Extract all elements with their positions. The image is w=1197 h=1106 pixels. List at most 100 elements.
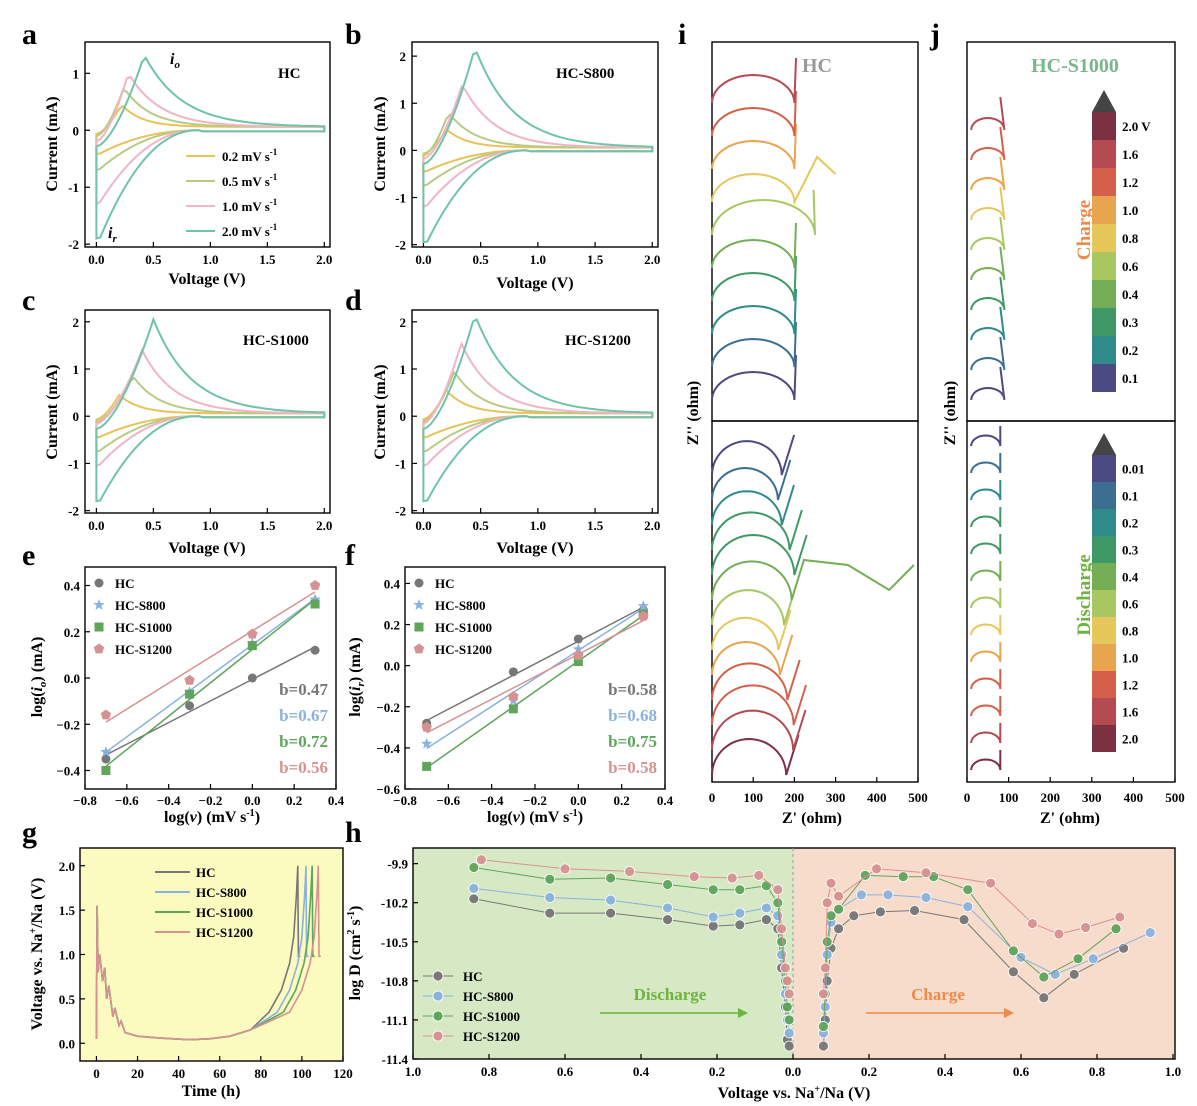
- b-value-f-0: b=0.58: [608, 680, 657, 699]
- legend-label-f-2: HC-S1000: [435, 620, 492, 635]
- legend-a-label-2: 1.0 mV s-1: [222, 197, 278, 214]
- ytick-label-c-4: 2: [73, 315, 80, 330]
- ytick-label-c-3: 1: [73, 362, 80, 377]
- h-point-1-6: [761, 902, 772, 914]
- xtick-label-g-1: 20: [131, 1066, 144, 1081]
- point-f-2-0: [422, 761, 432, 771]
- legend-label-f-1: HC-S800: [435, 598, 486, 613]
- h-point-0-12: [818, 1040, 829, 1052]
- legend-label-e-3: HC-S1200: [115, 642, 172, 657]
- h-point-0-21: [1008, 966, 1019, 978]
- xtick-label-a-2: 1.0: [202, 252, 218, 267]
- h-point-3-16: [871, 863, 882, 875]
- h-point-2-8: [776, 936, 787, 948]
- point-e-0-0: [101, 754, 111, 764]
- panel-letter-i: i: [678, 18, 686, 51]
- xtick-label-h-9: 0.8: [1089, 1064, 1106, 1079]
- colorbar-discharge-title: Discharge: [1074, 554, 1095, 635]
- ytick-label-h-5: -11.4: [382, 1052, 409, 1067]
- h-point-2-2: [605, 872, 616, 884]
- legend-label-h-0: HC: [463, 969, 483, 984]
- legend-marker-f-1: [413, 599, 425, 610]
- fit-line-f-2: [426, 614, 644, 769]
- cv-curve-c-1: [95, 376, 326, 453]
- colorbar-discharge-label-6: 0.8: [1122, 624, 1139, 639]
- legend-marker-e-1: [93, 599, 105, 610]
- nyquist-i-discharge-2: [711, 684, 807, 726]
- xtick-label-c-3: 1.5: [259, 518, 276, 533]
- colorbar-discharge-cell-1: [1092, 482, 1116, 509]
- ylabel-j: Z'' (ohm): [942, 381, 959, 445]
- ytick-label-h-4: -11.1: [382, 1013, 408, 1028]
- xtick-label-e-1: −0.6: [115, 793, 139, 808]
- title-a: HC: [278, 66, 301, 82]
- xtick-label-d-0: 0.0: [415, 518, 431, 533]
- legend-label-g-1: HC-S800: [196, 885, 247, 900]
- point-e-2-3: [310, 599, 320, 609]
- xtick-label-g-3: 60: [213, 1066, 226, 1081]
- cv-curve-c-3: [95, 316, 326, 503]
- nyquist-j-discharge-12: [970, 426, 1002, 447]
- h-point-1-8: [776, 949, 787, 961]
- point-f-2-1: [508, 704, 518, 714]
- xtick-label-c-4: 2.0: [316, 518, 332, 533]
- legend-label-e-2: HC-S1000: [115, 620, 172, 635]
- h-point-1-4: [707, 911, 719, 923]
- h-point-3-6: [772, 884, 784, 896]
- ytick-label-f-2: −0.2: [376, 700, 400, 715]
- colorbar-charge-cell-9: [1092, 364, 1116, 392]
- h-point-0-1: [544, 907, 556, 919]
- ylabel-a: Current (mA): [44, 96, 61, 191]
- colorbar-discharge-cell-7: [1092, 644, 1116, 671]
- colorbar-discharge-cell-6: [1092, 617, 1116, 644]
- b-value-e-2: b=0.72: [279, 732, 328, 751]
- colorbar-charge-arrow: [1092, 90, 1116, 112]
- ytick-label-d-4: 2: [400, 315, 407, 330]
- h-point-3-1: [559, 863, 571, 875]
- xtick-label-g-6: 120: [333, 1066, 353, 1081]
- legend-label-g-2: HC-S1000: [196, 905, 253, 920]
- h-point-2-5: [734, 884, 746, 896]
- nyquist-j-discharge-4: [970, 642, 1002, 663]
- h-point-0-23: [1068, 968, 1080, 980]
- nyquist-j-charge-4: [970, 246, 1006, 281]
- h-point-3-19: [1027, 918, 1038, 929]
- ytick-label-g-3: 1.5: [59, 903, 76, 918]
- h-point-1-18: [882, 889, 894, 901]
- xlabel-e: log(v) (mV s-1): [164, 808, 260, 826]
- colorbar-discharge-cell-10: [1092, 725, 1116, 752]
- h-point-3-18: [985, 877, 996, 889]
- ytick-label-d-1: -1: [395, 456, 406, 471]
- h-discharge-label: Discharge: [634, 985, 707, 1004]
- xtick-label-b-2: 1.0: [530, 252, 546, 267]
- ytick-label-g-0: 0.0: [59, 1036, 75, 1051]
- colorbar-discharge-cell-5: [1092, 590, 1116, 617]
- b-value-e-0: b=0.47: [279, 680, 328, 699]
- xtick-label-i-1: 100: [743, 790, 763, 805]
- h-point-2-10: [781, 1001, 793, 1013]
- point-e-3-0: [100, 709, 112, 720]
- colorbar-discharge-cell-0: [1092, 455, 1116, 482]
- xlabel-a: Voltage (V): [168, 271, 245, 288]
- h-point-3-14: [825, 877, 837, 889]
- xtick-label-i-3: 300: [826, 790, 846, 805]
- fit-line-e-2: [105, 598, 316, 767]
- h-point-3-17: [920, 867, 932, 879]
- colorbar-charge-cell-0: [1092, 112, 1116, 140]
- nyquist-i-charge-9: [711, 57, 797, 104]
- ytick-label-h-1: -10.2: [381, 896, 408, 911]
- nyquist-i-charge-0: [711, 354, 797, 401]
- axes-h: [412, 847, 1176, 1060]
- h-charge-arrowhead: [1004, 1008, 1014, 1018]
- plot-marks: 0.0 0.5 1.0 1.5 2.0 -2 -1 0 1 0.0 0.5 1.0 1.5 2.0 -2 -1…: [56, 49, 1184, 1081]
- h-point-0-4: [707, 920, 719, 932]
- xtick-label-c-2: 1.0: [202, 518, 218, 533]
- h-point-0-0: [468, 893, 480, 905]
- axes-b: [411, 41, 659, 248]
- nyquist-j-charge-8: [970, 126, 1006, 161]
- colorbar-discharge-label-1: 0.1: [1122, 489, 1138, 504]
- title-d: HC-S1200: [565, 333, 631, 349]
- panel-letter-j: j: [929, 18, 940, 51]
- point-f-2-2: [573, 657, 583, 667]
- colorbar-discharge-cell-2: [1092, 509, 1116, 536]
